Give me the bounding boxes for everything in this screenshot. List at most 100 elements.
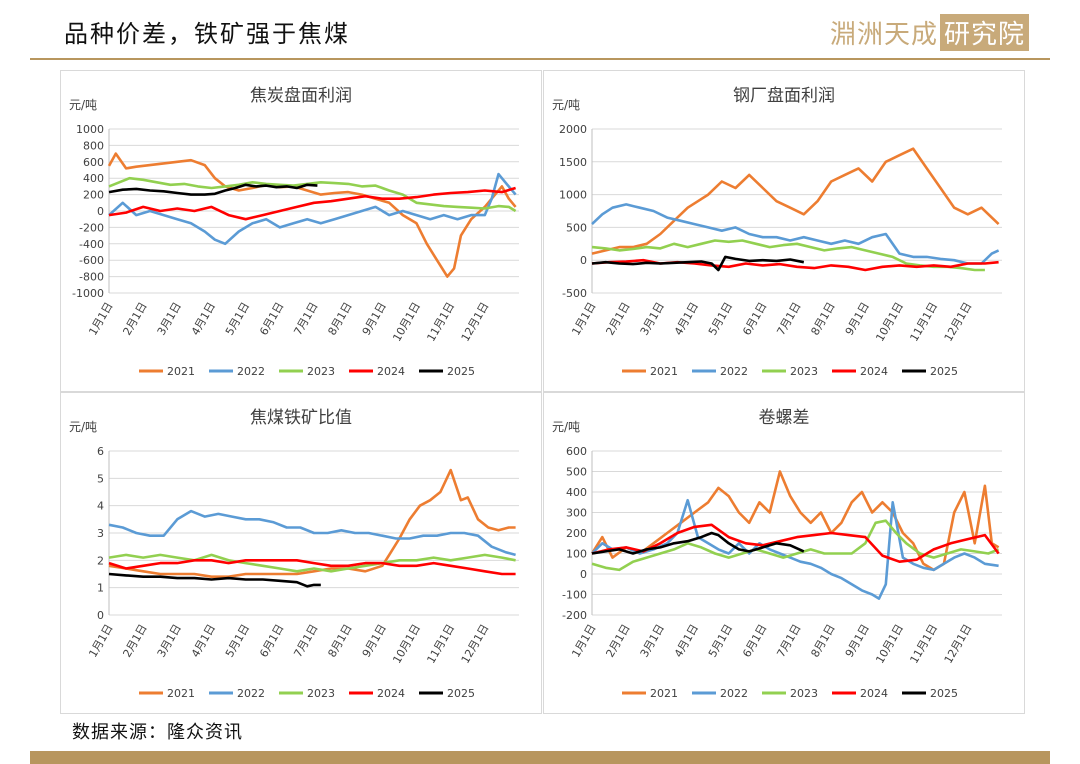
- x-tick-label: 7月1日: [291, 622, 320, 660]
- y-axis-unit-label: 元/吨: [552, 420, 580, 434]
- y-tick-label: 4: [97, 500, 104, 513]
- x-tick-label: 8月1日: [326, 622, 355, 660]
- x-tick-label: 3月1日: [155, 622, 184, 660]
- data-source-note: 数据来源：隆众资讯: [72, 722, 243, 743]
- y-tick-label: -600: [79, 254, 104, 267]
- legend-label-2024: 2024: [377, 687, 405, 700]
- x-tick-label: 2月1日: [121, 622, 150, 660]
- x-tick-label: 12月1日: [942, 300, 975, 344]
- series-line-2021: [108, 468, 516, 578]
- legend-label-2023: 2023: [790, 365, 818, 378]
- x-tick-label: 7月1日: [774, 300, 803, 338]
- legend-label-2024: 2024: [860, 365, 888, 378]
- y-tick-label: 6: [97, 445, 104, 458]
- y-tick-label: 200: [566, 527, 587, 540]
- x-tick-label: 12月1日: [459, 622, 492, 666]
- y-tick-label: -100: [562, 589, 587, 602]
- legend-label-2022: 2022: [720, 687, 748, 700]
- y-tick-label: 3: [97, 527, 104, 540]
- y-tick-label: -200: [79, 221, 104, 234]
- chart-panel-coal-ore-ratio: 焦煤铁矿比值 元/吨 6 5 4 3 2 1 0 1月1日 2月1日 3月1日 4月1日 5月1日 6月1日…: [60, 392, 542, 714]
- y-tick-label: 600: [83, 156, 104, 169]
- y-tick-label: 2000: [559, 123, 587, 136]
- x-tick-label: 9月1日: [360, 622, 389, 660]
- x-tick-label: 5月1日: [706, 300, 735, 338]
- x-tick-label: 12月1日: [459, 300, 492, 344]
- series-line-2025: [108, 183, 318, 196]
- series-line-2022: [108, 172, 517, 246]
- y-tick-label: 300: [566, 507, 587, 520]
- series-line-2024: [108, 559, 516, 576]
- y-tick-label: 0: [97, 609, 104, 622]
- x-tick-label: 9月1日: [843, 622, 872, 660]
- y-tick-label: 0: [580, 254, 587, 267]
- chart-title: 卷螺差: [759, 408, 810, 428]
- series-line-2024: [591, 523, 1000, 563]
- series-line-2021: [591, 147, 1000, 255]
- x-tick-label: 1月1日: [86, 300, 115, 338]
- y-tick-label: 1000: [76, 123, 104, 136]
- x-tick-label: 3月1日: [638, 300, 667, 338]
- series-line-2022: [591, 203, 1000, 265]
- series-line-2022: [591, 498, 999, 600]
- series-line-2023: [108, 176, 517, 213]
- x-tick-label: 4月1日: [672, 300, 701, 338]
- legend-label-2024: 2024: [860, 687, 888, 700]
- legend-label-2025: 2025: [930, 365, 958, 378]
- legend-label-2023: 2023: [790, 687, 818, 700]
- legend-label-2021: 2021: [167, 687, 195, 700]
- footer-bar: [30, 751, 1050, 764]
- y-tick-label: -800: [79, 271, 104, 284]
- y-tick-label: 100: [566, 548, 587, 561]
- y-tick-label: 800: [83, 139, 104, 152]
- chart-title: 焦煤铁矿比值: [250, 408, 352, 428]
- chart-panel-coke-profit: 焦炭盘面利润 元/吨 1000 800 600 400 200 0 -200 -400 -600 -8…: [60, 70, 542, 392]
- x-tick-label: 4月1日: [672, 622, 701, 660]
- series-line-2021: [107, 152, 517, 278]
- y-tick-label: -400: [79, 238, 104, 251]
- y-tick-label: 500: [566, 221, 587, 234]
- legend-label-2022: 2022: [720, 365, 748, 378]
- y-tick-label: 400: [566, 486, 587, 499]
- legend-label-2025: 2025: [447, 687, 475, 700]
- legend-label-2023: 2023: [307, 365, 335, 378]
- x-tick-label: 8月1日: [809, 622, 838, 660]
- legend-label-2022: 2022: [237, 365, 265, 378]
- header-divider: [30, 58, 1050, 60]
- x-tick-label: 2月1日: [604, 622, 633, 660]
- y-tick-label: 500: [566, 466, 587, 479]
- legend-label-2025: 2025: [447, 365, 475, 378]
- x-tick-label: 9月1日: [360, 300, 389, 338]
- x-tick-label: 9月1日: [843, 300, 872, 338]
- series-line-2023: [591, 519, 1000, 572]
- y-tick-label: -200: [562, 609, 587, 622]
- x-tick-label: 5月1日: [223, 300, 252, 338]
- x-tick-label: 11月1日: [908, 300, 941, 344]
- x-tick-label: 11月1日: [425, 300, 458, 344]
- series-line-2025: [591, 255, 805, 272]
- x-tick-label: 1月1日: [86, 622, 115, 660]
- legend-label-2021: 2021: [650, 365, 678, 378]
- series-line-2025: [108, 572, 321, 588]
- x-tick-label: 4月1日: [189, 622, 218, 660]
- chart-panel-hrc-rebar-spread: 卷螺差 元/吨 600 500 400 300 200 100 0 -100 -200 1月1日 2月1…: [543, 392, 1025, 714]
- x-tick-label: 2月1日: [121, 300, 150, 338]
- brand-text: 淵洲天成: [830, 20, 939, 50]
- y-tick-label: 2: [97, 554, 104, 567]
- chart-title: 焦炭盘面利润: [250, 86, 352, 106]
- x-tick-label: 7月1日: [774, 622, 803, 660]
- y-tick-label: 400: [83, 172, 104, 185]
- series-line-2022: [108, 509, 516, 557]
- x-tick-label: 8月1日: [326, 300, 355, 338]
- brand-logo: 淵洲天成 研究院: [830, 14, 1030, 51]
- x-tick-label: 5月1日: [706, 622, 735, 660]
- brand-box: 研究院: [940, 14, 1030, 51]
- y-tick-label: 200: [83, 189, 104, 202]
- x-tick-label: 6月1日: [740, 622, 769, 660]
- chart-title: 钢厂盘面利润: [733, 86, 835, 106]
- series-line-2024: [108, 186, 516, 221]
- y-tick-label: 1000: [559, 189, 587, 202]
- x-tick-label: 2月1日: [604, 300, 633, 338]
